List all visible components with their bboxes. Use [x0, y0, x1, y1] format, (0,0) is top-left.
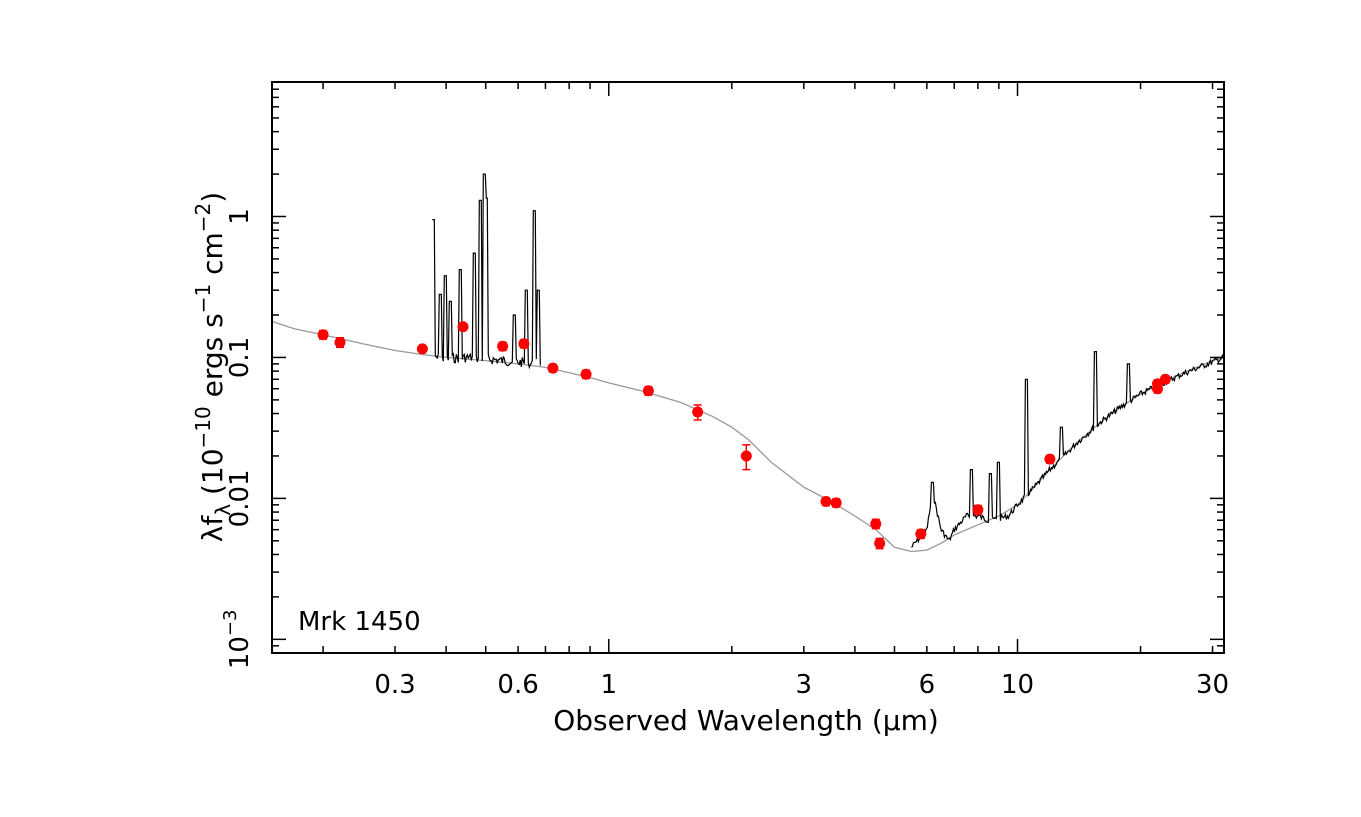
photometry-point [416, 343, 428, 355]
y-axis-label: λfλ (10−10 ergs s−1 cm−2) [191, 192, 235, 542]
x-tick-label: 10 [1001, 670, 1034, 700]
photometry-point [740, 450, 752, 462]
x-axis-label: Observed Wavelength (μm) [553, 704, 939, 737]
x-tick-label: 30 [1196, 670, 1229, 700]
x-tick-label: 3 [796, 670, 813, 700]
photometry-point [317, 329, 329, 341]
plot-area [271, 173, 1225, 553]
photometry-point [580, 368, 592, 380]
model-curve [271, 320, 1225, 553]
annotation-label: Mrk 1450 [298, 607, 421, 637]
photometry-point [870, 518, 882, 530]
photometry-point [915, 528, 927, 540]
photometry-point [830, 497, 842, 509]
photometry-point [1159, 373, 1171, 385]
photometry-point [457, 321, 469, 333]
optical-spectrum [432, 173, 541, 370]
photometry-point [874, 537, 886, 549]
photometry-point [547, 362, 559, 374]
axis-ticks [272, 81, 1224, 654]
x-tick-label: 0.3 [374, 670, 415, 700]
y-tick-label: 1 [225, 208, 255, 225]
x-tick-label: 6 [919, 670, 936, 700]
y-tick-label: 10−3 [220, 610, 255, 670]
photometry-point [692, 406, 704, 418]
photometry-point [518, 338, 530, 350]
y-tick-label: 0.1 [225, 337, 255, 378]
photometry-point [1044, 453, 1056, 465]
photometry-point [334, 336, 346, 348]
ir-spectrum [911, 351, 1224, 548]
photometry-point [642, 385, 654, 397]
photometry-point [972, 504, 984, 516]
y-tick-label: 0.01 [225, 469, 255, 527]
x-tick-label: 0.6 [497, 670, 538, 700]
plot-frame [271, 81, 1225, 654]
photometry-point [820, 496, 832, 508]
x-tick-label: 1 [600, 670, 617, 700]
photometry-point [497, 340, 509, 352]
axis-tick-labels: 0.3 0.6 1 3 6 10 30 10−3 0.01 0.1 1 [220, 208, 1229, 700]
